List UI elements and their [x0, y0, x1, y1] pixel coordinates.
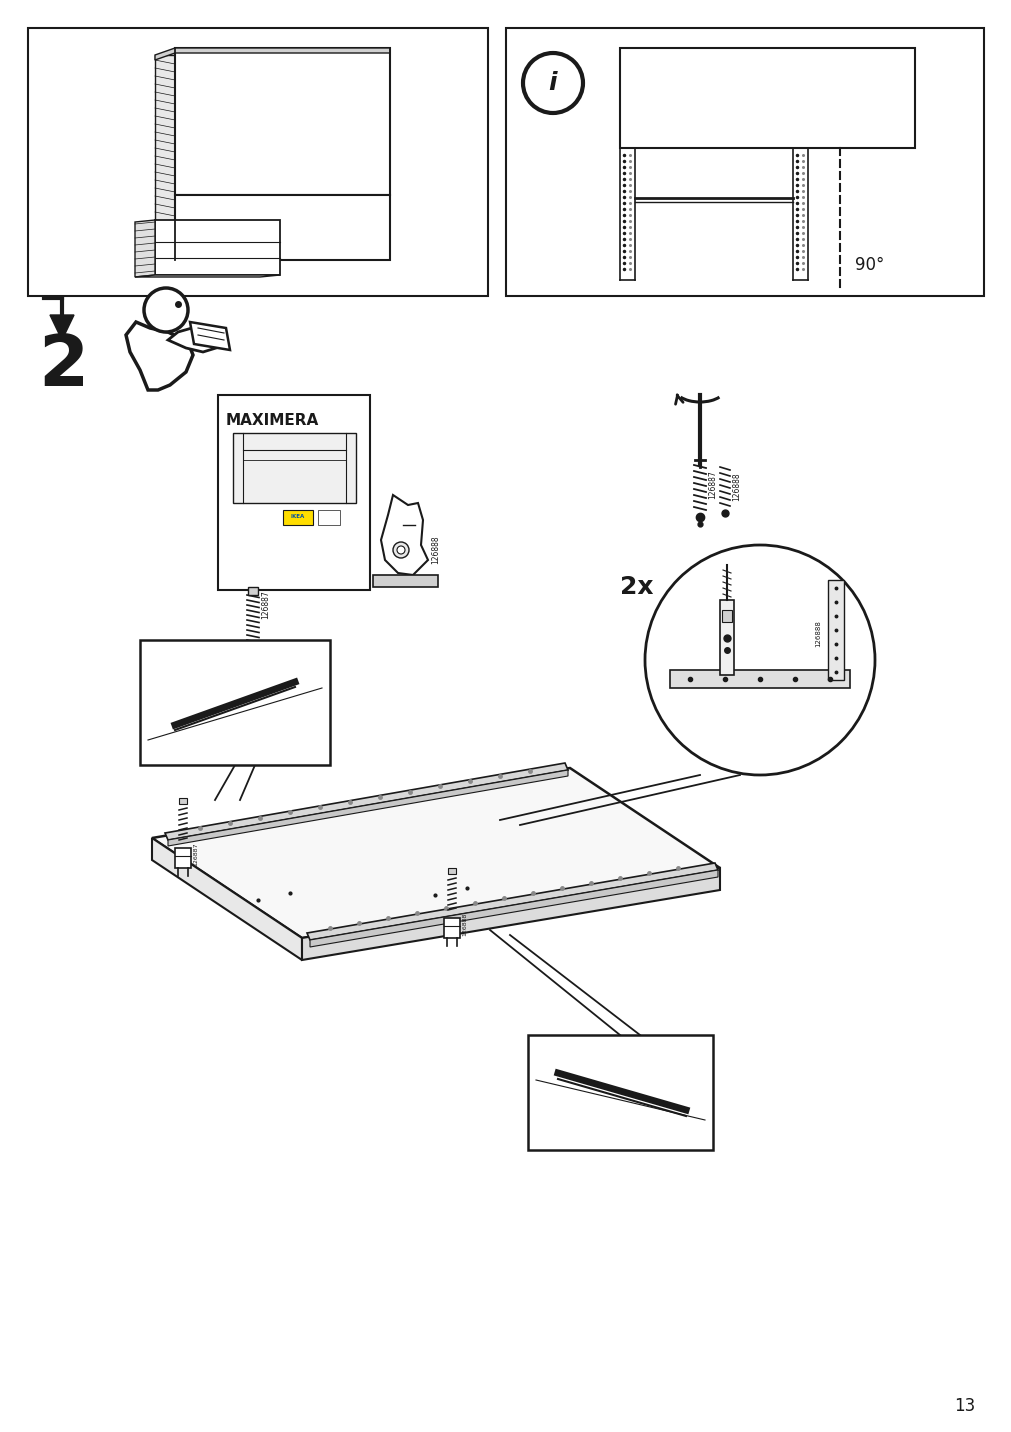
Bar	[448, 868, 456, 874]
Circle shape	[392, 541, 408, 558]
Polygon shape	[126, 322, 193, 390]
Text: 126887: 126887	[261, 590, 270, 619]
Circle shape	[144, 288, 188, 332]
Bar	[528, 1035, 713, 1150]
Bar	[721, 610, 731, 621]
Polygon shape	[155, 221, 280, 275]
Bar	[444, 918, 460, 938]
Circle shape	[644, 546, 875, 775]
Bar	[283, 510, 312, 526]
Polygon shape	[175, 195, 389, 261]
Polygon shape	[165, 763, 567, 841]
Polygon shape	[134, 275, 280, 276]
Bar	[175, 848, 191, 868]
Polygon shape	[190, 322, 229, 349]
Polygon shape	[155, 54, 175, 261]
Bar	[669, 670, 849, 687]
Bar	[620, 49, 914, 147]
Polygon shape	[233, 432, 356, 503]
Circle shape	[523, 53, 582, 113]
Text: 126887: 126887	[708, 470, 716, 498]
Polygon shape	[306, 863, 717, 939]
Bar	[28, 29, 487, 296]
Polygon shape	[175, 49, 389, 195]
Polygon shape	[134, 221, 155, 276]
Text: 126888: 126888	[731, 473, 740, 501]
Text: 126888: 126888	[814, 620, 820, 647]
Circle shape	[396, 546, 404, 554]
Text: 13: 13	[952, 1398, 974, 1415]
Polygon shape	[309, 871, 717, 947]
Text: 2x: 2x	[620, 576, 653, 599]
Bar	[827, 580, 843, 680]
Polygon shape	[168, 328, 219, 352]
Text: 2: 2	[38, 332, 88, 401]
Polygon shape	[168, 770, 567, 846]
Polygon shape	[152, 838, 301, 959]
Polygon shape	[155, 49, 389, 60]
Text: 126888: 126888	[462, 914, 466, 937]
Text: i: i	[548, 72, 557, 95]
Text: 126888: 126888	[431, 536, 440, 564]
Bar	[217, 395, 370, 590]
Text: 126887: 126887	[193, 843, 198, 866]
Text: MAXIMERA: MAXIMERA	[225, 412, 318, 428]
Bar	[248, 587, 258, 596]
Polygon shape	[152, 768, 719, 938]
Polygon shape	[50, 315, 74, 339]
Text: IKEA: IKEA	[290, 514, 305, 520]
Polygon shape	[373, 576, 438, 587]
Bar	[317, 510, 340, 526]
Polygon shape	[380, 495, 428, 576]
Polygon shape	[301, 868, 719, 959]
Bar	[506, 29, 983, 296]
Bar	[179, 798, 187, 803]
Bar	[719, 600, 733, 674]
Bar	[140, 640, 330, 765]
Text: 90°: 90°	[854, 256, 884, 274]
